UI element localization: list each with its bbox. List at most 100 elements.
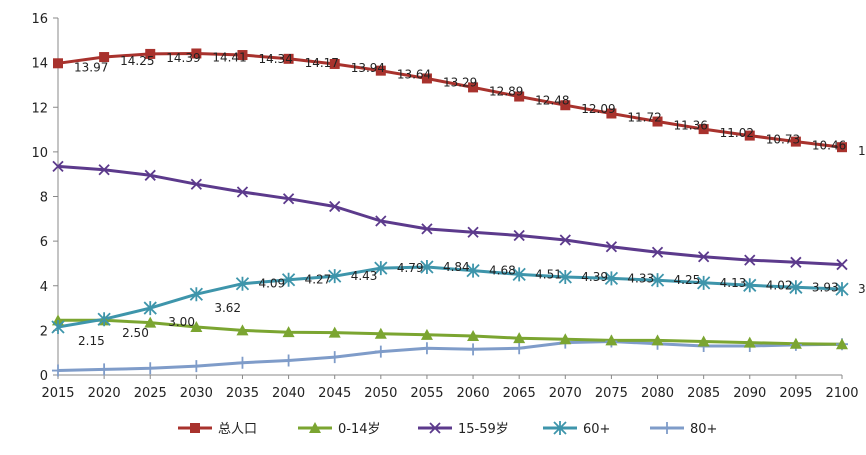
point-marker-s3 (604, 271, 619, 286)
point-marker-s3 (558, 270, 572, 285)
point-marker-s2 (467, 226, 479, 238)
axes: 0 2 4 6 8 10 12 14 16 2015 2020 2025 2030 2035 2040 204… (31, 12, 858, 401)
legend-marker (190, 423, 200, 433)
data-label-60plus: 4.02 (766, 278, 793, 292)
x-tick-label: 2035 (226, 386, 259, 401)
point-marker-s3 (420, 260, 434, 275)
point-marker-s0 (560, 100, 571, 111)
legend-marker (661, 422, 673, 434)
point-marker-s1 (789, 337, 802, 349)
x-tick-label: 2070 (549, 386, 582, 401)
point-marker-s2 (98, 164, 110, 176)
x-tick-label: 2020 (88, 386, 121, 401)
series-lines (57, 52, 843, 372)
legend-marker (553, 421, 567, 435)
x-tick-label: 2100 (825, 386, 858, 401)
point-marker-s1 (513, 332, 526, 344)
point-marker-s1 (328, 326, 341, 338)
point-marker-s4 (328, 351, 341, 364)
point-marker-s1 (374, 327, 387, 339)
point-marker-s0 (790, 136, 801, 147)
data-label-60plus: 4.33 (627, 271, 654, 285)
point-marker-s1 (467, 329, 480, 341)
point-marker-s4 (98, 363, 111, 376)
data-label-60plus: 4.13 (720, 276, 747, 290)
point-marker-s4 (282, 354, 295, 367)
legend-marker (309, 422, 321, 433)
point-marker-s3 (51, 320, 65, 335)
point-marker-s0 (698, 124, 709, 135)
data-label-60plus: 4.79 (397, 261, 424, 275)
data-label-60plus: 2.15 (78, 334, 105, 348)
point-marker-s2 (329, 200, 341, 213)
legend-label: 80+ (690, 422, 717, 437)
data-label-60plus: 3.62 (214, 301, 241, 315)
data-label-60plus: 4.09 (258, 277, 285, 291)
point-marker-s0 (99, 52, 110, 63)
data-label-60plus: 3.85 (858, 282, 866, 296)
point-marker-s3 (235, 276, 250, 291)
data-label-60plus: 4.25 (674, 273, 701, 287)
point-marker-s1 (605, 334, 618, 346)
point-marker-s3 (789, 280, 803, 295)
x-tick-label: 2015 (41, 386, 74, 401)
data-label-60plus: 3.93 (812, 280, 839, 294)
x-tick-label: 2040 (272, 386, 305, 401)
data-label-total: 13.94 (351, 61, 385, 75)
x-tick-label: 2095 (779, 386, 812, 401)
data-label-total: 14.41 (212, 50, 246, 64)
series-line-4 (57, 340, 843, 372)
series-line-0 (57, 52, 843, 149)
series-markers (51, 48, 849, 377)
series-line-2 (57, 164, 843, 267)
x-tick-label: 2060 (457, 386, 490, 401)
point-marker-s0 (468, 82, 479, 93)
data-label-total: 11.72 (627, 110, 661, 124)
y-tick-label: 8 (40, 191, 48, 206)
point-marker-s0 (145, 48, 156, 59)
data-label-total: 11.36 (674, 119, 708, 133)
data-label-total: 13.97 (74, 60, 108, 74)
data-label-total: 12.09 (581, 102, 615, 116)
x-tick-label: 2090 (733, 386, 766, 401)
data-label-60plus: 3.00 (168, 315, 195, 329)
point-marker-s3 (281, 272, 296, 287)
x-tick-label: 2055 (410, 386, 443, 401)
point-marker-s3 (189, 287, 203, 302)
point-marker-s2 (698, 251, 710, 263)
point-marker-s0 (283, 53, 294, 64)
legend-label: 0-14岁 (338, 422, 381, 437)
point-marker-s2 (651, 246, 664, 258)
x-tick-label: 2050 (364, 386, 397, 401)
legend: 总人口 0-14岁 15-59岁 60+ 80+ (178, 421, 717, 437)
legend-marker (429, 422, 441, 434)
point-marker-s2 (282, 193, 295, 205)
point-marker-s1 (697, 335, 710, 347)
data-label-60plus: 4.39 (581, 270, 608, 284)
y-tick-label: 6 (40, 235, 48, 250)
point-marker-s0 (421, 73, 432, 84)
y-tick-label: 10 (31, 146, 48, 161)
data-label-total: 14.17 (305, 56, 339, 70)
point-marker-s1 (651, 334, 664, 346)
series-line-1 (58, 318, 843, 346)
point-marker-s3 (328, 269, 342, 284)
point-marker-s1 (836, 338, 848, 350)
point-marker-s2 (559, 234, 571, 246)
y-tick-label: 4 (40, 280, 48, 295)
point-marker-s3 (697, 275, 711, 290)
data-label-total: 10.73 (766, 133, 800, 147)
legend-label: 15-59岁 (458, 422, 509, 437)
point-marker-s2 (790, 256, 802, 268)
point-marker-s4 (52, 364, 64, 377)
y-tick-label: 16 (31, 12, 48, 27)
legend-label: 60+ (583, 422, 610, 437)
point-marker-s2 (421, 223, 433, 235)
x-tick-label: 2025 (134, 386, 167, 401)
y-tick-label: 0 (40, 369, 48, 384)
point-marker-s0 (514, 91, 525, 102)
data-label-60plus: 4.51 (535, 267, 562, 281)
legend-label: 总人口 (218, 422, 257, 437)
point-marker-s4 (190, 360, 203, 373)
